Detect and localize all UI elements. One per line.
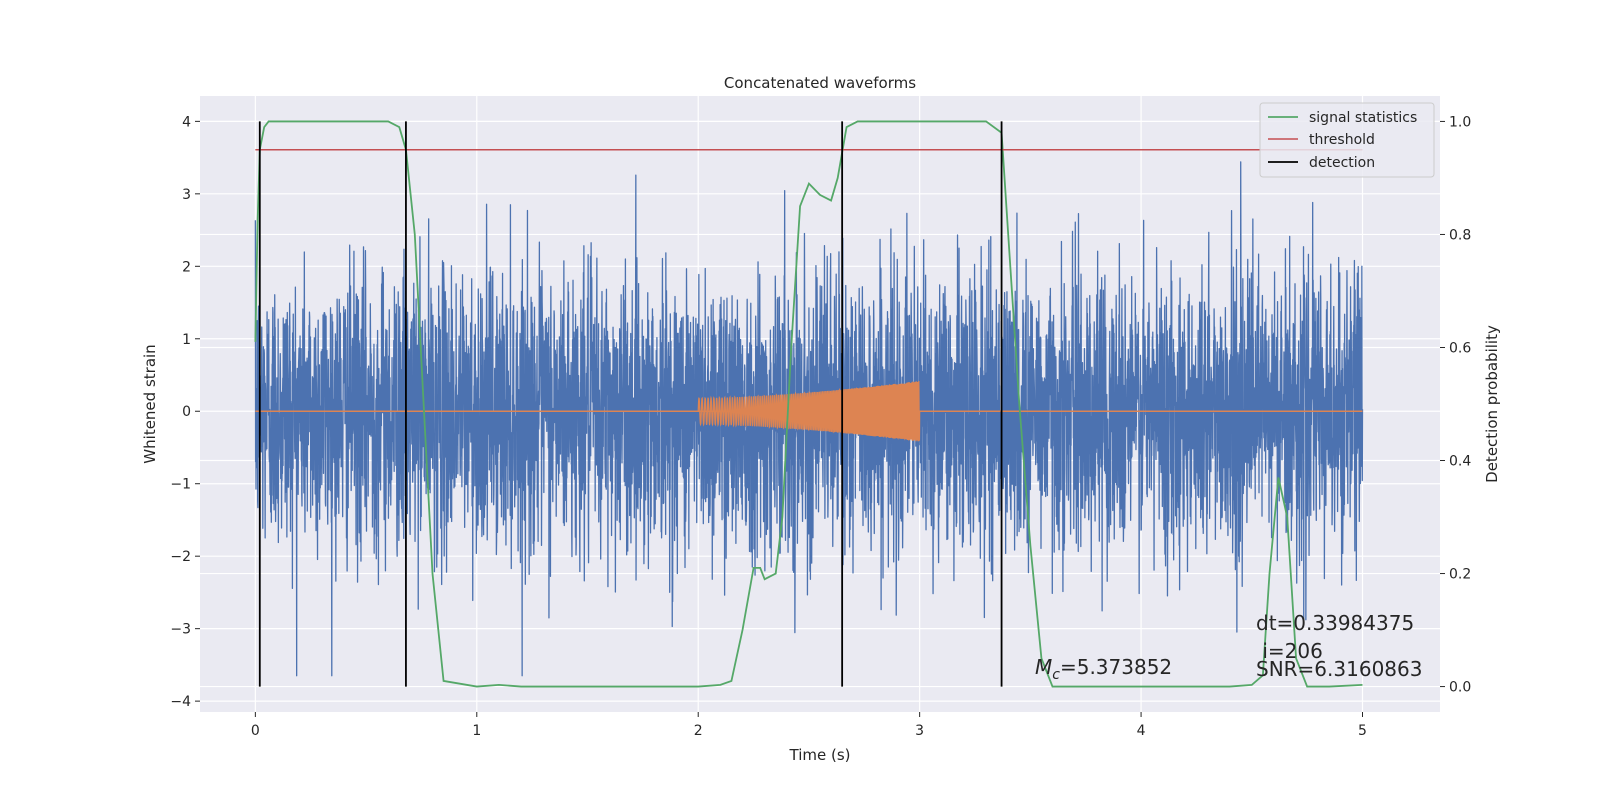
annotation-dt: dt=0.33984375 (1256, 611, 1414, 635)
x-tick-label: 3 (915, 723, 924, 739)
x-axis-ticks: 0 1 2 3 4 5 (251, 712, 1367, 739)
x-tick-label: 1 (472, 723, 481, 739)
strain-series-line (254, 161, 1364, 677)
signal-statistics-line (254, 120, 1363, 688)
y-tick-label: 2 (182, 259, 191, 275)
y-tick-label: −2 (170, 549, 191, 565)
template-series-line (697, 380, 921, 442)
y-tick-label: 0 (182, 404, 191, 420)
y-right-tick-label: 0.0 (1449, 680, 1471, 696)
annotation-chirp-mass: Mc=5.373852 (1035, 655, 1172, 683)
x-axis-label: Time (s) (789, 746, 851, 764)
legend-label-signal-statistics: signal statistics (1309, 110, 1417, 126)
legend-label-threshold: threshold (1309, 132, 1375, 148)
annotation-chirp-mass-value: =5.373852 (1060, 655, 1172, 679)
legend-label-detection: detection (1309, 155, 1375, 171)
x-tick-label: 0 (251, 723, 260, 739)
y-right-tick-label: 0.6 (1449, 340, 1471, 356)
y-tick-label: −4 (170, 694, 191, 710)
annotation-snr: SNR=6.3160863 (1256, 657, 1422, 681)
legend-box (1259, 102, 1435, 178)
y-right-tick-label: 0.4 (1449, 454, 1471, 470)
y-right-tick-label: 0.2 (1449, 567, 1471, 583)
y-axis-label: Whitened strain (141, 344, 159, 463)
y-right-tick-label: 1.0 (1449, 114, 1471, 130)
y-tick-label: 3 (182, 187, 191, 203)
y-right-axis-label: Detection probability (1483, 325, 1501, 483)
annotation-index: i=206 (1256, 639, 1323, 663)
y-axis-ticks: −4 −3 −2 −1 0 1 2 3 4 (170, 114, 200, 710)
y-tick-label: −1 (170, 477, 191, 493)
y-tick-label: −3 (170, 622, 191, 638)
y-right-axis-ticks: 0.0 0.2 0.4 0.6 0.8 1.0 (1440, 114, 1471, 696)
legend: signal statistics threshold detection (1259, 102, 1435, 178)
y-tick-label: 4 (182, 114, 191, 130)
y-right-tick-label: 0.8 (1449, 227, 1471, 243)
x-tick-label: 5 (1358, 723, 1367, 739)
x-tick-label: 2 (694, 723, 703, 739)
chart-title: Concatenated waveforms (724, 74, 916, 92)
y-tick-label: 1 (182, 332, 191, 348)
detection-lines (258, 121, 1003, 687)
x-tick-label: 4 (1137, 723, 1146, 739)
